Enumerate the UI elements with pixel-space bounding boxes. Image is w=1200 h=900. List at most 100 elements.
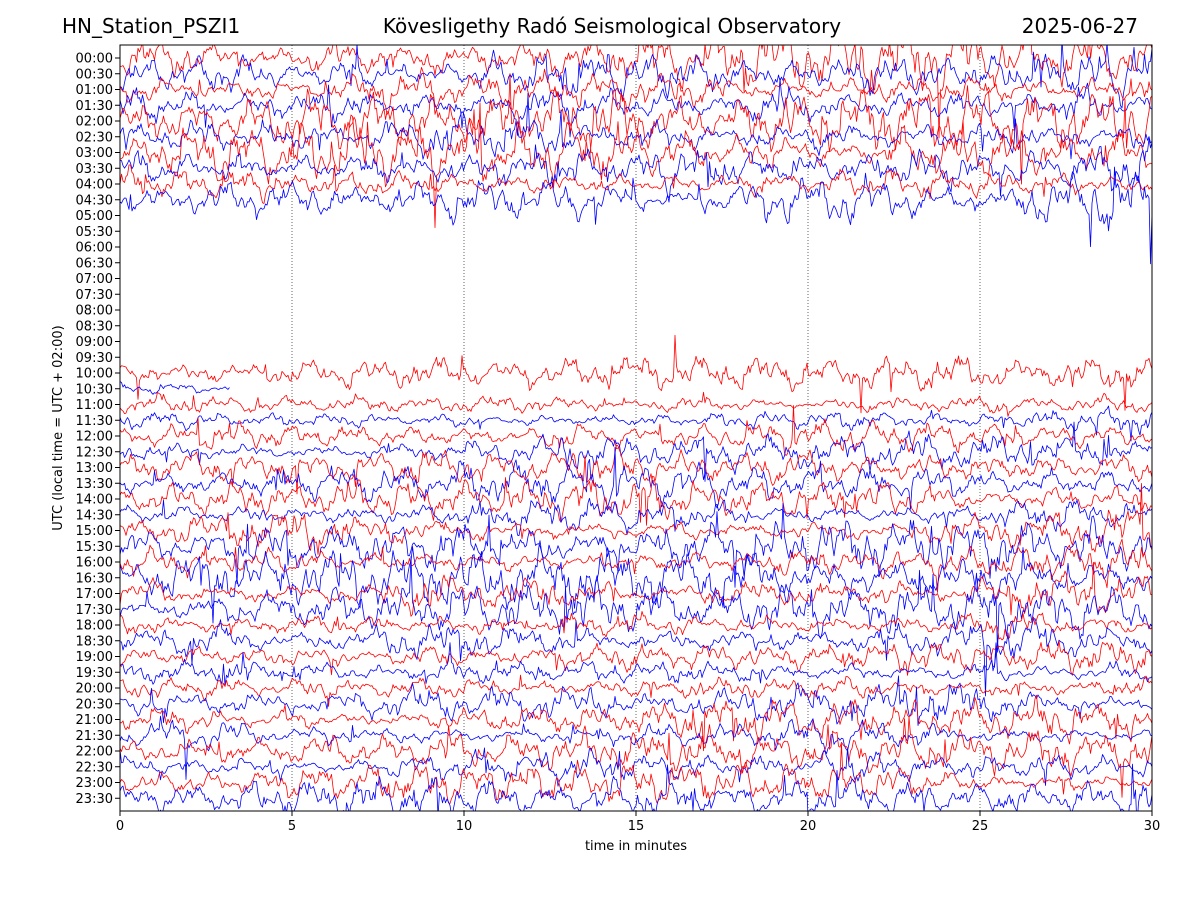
trace-line: [120, 743, 1152, 804]
trace-line: [120, 405, 1152, 456]
trace-line: [120, 716, 1152, 798]
y-tick-label: 21:30: [76, 729, 113, 744]
y-tick-label: 11:00: [76, 398, 113, 413]
trace-line: [120, 675, 1152, 726]
y-tick-label: 05:00: [76, 209, 113, 224]
trace-line: [120, 475, 1152, 526]
trace-line: [120, 164, 1152, 204]
trace-line: [120, 391, 1152, 417]
trace-line: [120, 642, 1152, 686]
y-tick-label: 16:30: [76, 571, 113, 586]
trace-line: [120, 715, 1152, 780]
trace-line: [120, 618, 1152, 697]
y-tick-label: 20:00: [76, 682, 113, 697]
station-name: HN_Station_PSZI1: [62, 14, 241, 38]
trace-line: [120, 334, 1152, 414]
x-tick-label: 30: [1144, 819, 1161, 834]
y-tick-label: 19:30: [76, 666, 113, 681]
trace-line: [120, 405, 1152, 442]
y-tick-label: 15:30: [76, 540, 113, 555]
y-tick-label: 16:00: [76, 556, 113, 571]
y-tick-label: 20:30: [76, 697, 113, 712]
trace-line: [120, 67, 1152, 115]
x-tick-label: 10: [456, 819, 473, 834]
x-tick-label: 15: [628, 819, 645, 834]
trace-line: [120, 421, 1152, 482]
trace-line: [120, 561, 1152, 617]
trace-line: [120, 444, 1152, 495]
x-tick-label: 20: [800, 819, 817, 834]
y-tick-label: 17:00: [76, 587, 113, 602]
x-axis-label: time in minutes: [585, 839, 687, 854]
trace-line: [120, 381, 230, 395]
y-tick-label: 14:00: [76, 493, 113, 508]
x-tick-label: 5: [288, 819, 296, 834]
y-tick-label: 22:30: [76, 760, 113, 775]
y-tick-label: 13:00: [76, 461, 113, 476]
trace-line: [120, 540, 1152, 624]
trace-line: [120, 763, 1152, 811]
y-tick-label: 10:00: [76, 367, 113, 382]
y-tick-label: 22:00: [76, 745, 113, 760]
chart-date: 2025-06-27: [1021, 14, 1138, 38]
y-tick-label: 23:00: [76, 776, 113, 791]
y-tick-label: 09:30: [76, 351, 113, 366]
y-tick-label: 18:30: [76, 634, 113, 649]
trace-line: [120, 483, 1152, 555]
trace-line: [120, 747, 1152, 787]
trace-line: [120, 640, 1152, 676]
y-tick-label: 15:00: [76, 524, 113, 539]
trace-line: [120, 45, 1152, 139]
trace-line: [120, 102, 1152, 228]
seismic-traces: [120, 45, 1152, 811]
y-tick-label: 11:30: [76, 414, 113, 429]
y-tick-label: 10:30: [76, 382, 113, 397]
y-tick-label: 04:00: [76, 178, 113, 193]
y-tick-label: 08:30: [76, 319, 113, 334]
trace-line: [120, 502, 1152, 588]
y-tick-label: 07:00: [76, 272, 113, 287]
y-tick-label: 03:00: [76, 146, 113, 161]
trace-line: [120, 556, 1152, 653]
trace-line: [120, 73, 1152, 185]
trace-line: [120, 92, 1152, 160]
x-tick-label: 0: [116, 819, 124, 834]
y-tick-label: 18:00: [76, 619, 113, 634]
trace-line: [120, 694, 1152, 752]
trace-line: [120, 446, 1152, 510]
y-tick-label: 02:00: [76, 115, 113, 130]
y-tick-label: 07:30: [76, 288, 113, 303]
trace-line: [120, 138, 1152, 203]
y-tick-label: 12:30: [76, 445, 113, 460]
y-tick-label: 09:00: [76, 335, 113, 350]
trace-line: [120, 674, 1152, 707]
y-tick-label: 19:00: [76, 650, 113, 665]
y-tick-label: 01:30: [76, 99, 113, 114]
y-tick-label: 06:30: [76, 256, 113, 271]
y-tick-label: 01:00: [76, 83, 113, 98]
trace-line: [120, 166, 1152, 265]
y-tick-label: 08:00: [76, 304, 113, 319]
x-tick-label: 25: [972, 819, 989, 834]
y-tick-label: 06:00: [76, 241, 113, 256]
y-tick-label: 00:30: [76, 67, 113, 82]
y-tick-label: 14:30: [76, 508, 113, 523]
trace-line: [120, 538, 1152, 593]
chart-title: Kövesligethy Radó Seismological Observat…: [382, 14, 842, 38]
y-axis-ticks: 00:0000:3001:0001:3002:0002:3003:0003:30…: [76, 52, 120, 807]
y-tick-label: 05:30: [76, 225, 113, 240]
trace-line: [120, 78, 1152, 138]
trace-line: [120, 497, 1152, 536]
y-tick-label: 21:00: [76, 713, 113, 728]
y-tick-label: 03:30: [76, 162, 113, 177]
y-axis-label: UTC (local time = UTC + 02:00): [51, 325, 66, 530]
y-tick-label: 00:00: [76, 52, 113, 67]
y-tick-label: 23:30: [76, 792, 113, 807]
y-tick-label: 02:30: [76, 130, 113, 145]
y-tick-label: 17:30: [76, 603, 113, 618]
y-tick-label: 13:30: [76, 477, 113, 492]
y-tick-label: 04:30: [76, 193, 113, 208]
x-axis-ticks: 0 5 10 15 20 25 30: [116, 811, 1160, 834]
trace-line: [120, 45, 1152, 109]
